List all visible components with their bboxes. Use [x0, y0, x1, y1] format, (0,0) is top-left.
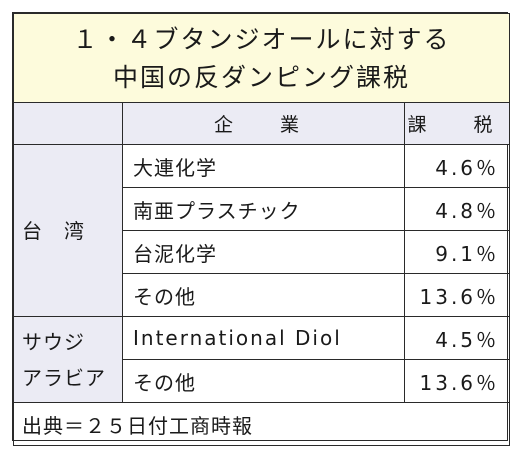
table-row: 南亜プラスチック 4.8％: [14, 187, 511, 231]
title-line-1: １・４ブタンジオールに対する: [72, 25, 451, 54]
title-row: １・４ブタンジオールに対する 中国の反ダンピング課税: [12, 13, 511, 103]
group-label-line-2: アラビア: [22, 365, 106, 390]
rate-cell: 4.5％: [403, 316, 511, 360]
header-tax: 課 税: [403, 102, 511, 145]
rate-cell: 13.6％: [403, 273, 511, 317]
company-cell: 南亜プラスチック: [122, 187, 405, 231]
header-company: 企 業: [122, 102, 405, 145]
table-title: １・４ブタンジオールに対する 中国の反ダンピング課税: [12, 13, 511, 103]
group-label-saudi-arabia: サウジ アラビア: [13, 316, 123, 403]
tariff-table-frame: １・４ブタンジオールに対する 中国の反ダンピング課税 企 業 課 税 台 湾 大…: [12, 12, 511, 446]
company-cell: その他: [122, 273, 405, 317]
group-label-line-1: サウジ: [22, 329, 85, 354]
company-cell: その他: [122, 359, 405, 403]
title-line-2: 中国の反ダンピング課税: [113, 63, 411, 92]
source-note: 出典＝２５日付工商時報: [12, 402, 511, 446]
header-row: 企 業 課 税: [13, 102, 511, 145]
group-label-taiwan: 台 湾: [13, 144, 123, 317]
table-row: サウジ アラビア International Diol 4.5％: [13, 316, 511, 403]
rate-cell: 9.1％: [403, 230, 511, 274]
header-corner-cell: [13, 102, 123, 145]
antidumping-tariff-table: １・４ブタンジオールに対する 中国の反ダンピング課税 企 業 課 税 台 湾 大…: [12, 13, 511, 446]
table-row: 台 湾 大連化学 4.6％: [13, 144, 511, 317]
rate-cell: 4.6％: [403, 144, 511, 188]
rate-cell: 13.6％: [403, 359, 511, 403]
company-cell: 台泥化学: [122, 230, 405, 274]
company-cell: International Diol: [122, 316, 405, 360]
source-row: 出典＝２５日付工商時報: [12, 402, 511, 446]
rate-cell: 4.8％: [403, 187, 511, 231]
company-cell: 大連化学: [122, 144, 405, 188]
